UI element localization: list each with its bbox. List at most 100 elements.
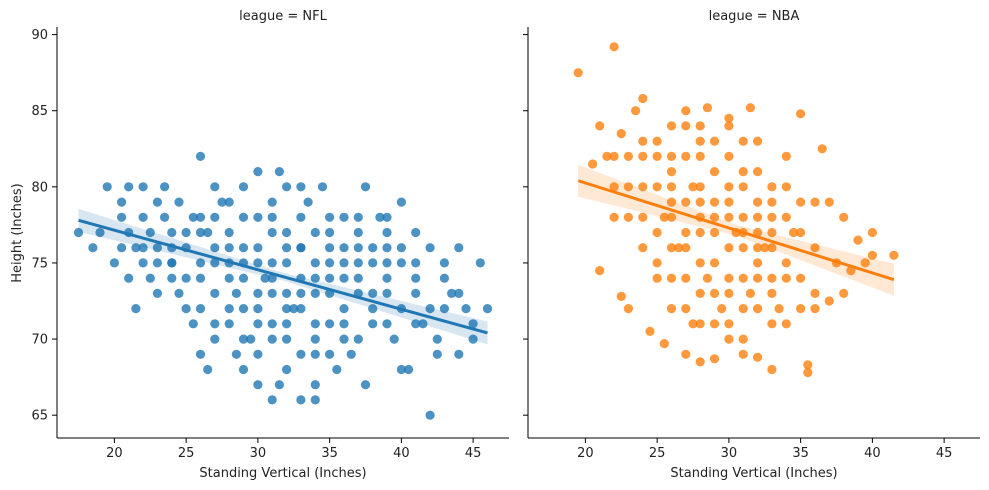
data-point xyxy=(666,273,677,283)
data-point xyxy=(296,288,306,298)
data-point xyxy=(325,243,335,253)
data-point xyxy=(681,273,691,283)
data-point xyxy=(688,182,698,192)
data-point xyxy=(454,288,464,298)
data-point xyxy=(339,243,349,253)
nfl-marks xyxy=(73,151,493,420)
data-point xyxy=(810,304,820,314)
data-point xyxy=(238,212,249,222)
data-point xyxy=(353,334,363,344)
data-point xyxy=(138,212,148,222)
data-point xyxy=(796,273,806,283)
data-point xyxy=(666,197,677,207)
x-tick-label: 25 xyxy=(649,446,666,461)
data-point xyxy=(717,304,727,314)
data-point xyxy=(181,304,191,314)
data-point xyxy=(88,243,98,253)
data-point xyxy=(609,182,619,192)
data-point xyxy=(382,243,392,253)
data-point xyxy=(781,212,791,222)
data-point xyxy=(709,227,720,238)
data-point xyxy=(796,227,806,238)
data-point xyxy=(695,151,705,161)
data-point xyxy=(253,258,263,268)
data-point xyxy=(631,106,641,116)
data-point xyxy=(325,349,335,359)
data-point xyxy=(167,227,177,238)
x-tick-label: 40 xyxy=(393,446,410,461)
data-point xyxy=(638,93,648,104)
data-point xyxy=(767,182,777,192)
data-point xyxy=(224,319,234,329)
data-point xyxy=(753,243,763,253)
data-point xyxy=(317,182,328,192)
data-point xyxy=(709,288,720,298)
x-tick-label: 20 xyxy=(577,446,594,461)
data-point xyxy=(468,319,478,329)
data-point xyxy=(396,364,406,375)
data-point xyxy=(411,288,421,298)
data-point xyxy=(788,227,799,238)
data-point xyxy=(425,243,435,253)
data-point xyxy=(638,182,648,192)
data-point xyxy=(253,304,263,314)
data-point xyxy=(767,319,777,329)
data-point xyxy=(325,212,335,222)
data-point xyxy=(382,227,392,238)
data-point xyxy=(724,288,734,298)
data-point xyxy=(368,304,378,314)
x-tick-label: 45 xyxy=(465,446,482,461)
data-point xyxy=(638,212,648,222)
nfl-panel: league = NFL 20 25 30 35 40 45 65 70 75 80 85 90 St… xyxy=(10,9,509,481)
data-point xyxy=(681,243,691,253)
data-point xyxy=(282,227,292,238)
y-tick-label: 70 xyxy=(31,333,48,348)
data-point xyxy=(231,288,241,298)
data-point xyxy=(274,380,284,390)
data-point xyxy=(645,326,655,336)
nba-marks xyxy=(573,42,899,378)
data-point xyxy=(325,273,335,283)
x-tick-label: 45 xyxy=(936,446,953,461)
data-point xyxy=(745,103,756,113)
data-point xyxy=(623,182,634,192)
data-point xyxy=(666,212,677,222)
data-point xyxy=(595,121,605,131)
data-point xyxy=(659,339,669,349)
data-point xyxy=(810,243,820,253)
data-point xyxy=(195,258,206,268)
data-point xyxy=(325,258,335,268)
data-point xyxy=(411,227,421,238)
data-point xyxy=(224,243,234,253)
nba-panel: league = NBA 20 25 30 35 40 45 Standing Verti… xyxy=(523,9,980,481)
data-point xyxy=(160,212,170,222)
data-point xyxy=(375,212,385,222)
data-point xyxy=(210,258,220,268)
data-point xyxy=(439,273,449,283)
data-point xyxy=(724,334,734,344)
data-point xyxy=(411,273,421,283)
data-point xyxy=(310,288,320,298)
data-point xyxy=(724,273,734,283)
data-point xyxy=(267,258,277,268)
data-point xyxy=(425,410,435,420)
data-point xyxy=(724,121,734,131)
data-point xyxy=(181,227,191,238)
data-point xyxy=(774,304,784,314)
data-point xyxy=(810,197,820,207)
data-point xyxy=(368,243,378,253)
data-point xyxy=(282,182,292,192)
data-point xyxy=(195,349,206,359)
data-point xyxy=(138,243,148,253)
data-point xyxy=(117,243,127,253)
data-point xyxy=(425,304,435,314)
data-point xyxy=(609,212,619,222)
data-point xyxy=(889,250,899,260)
data-point xyxy=(753,273,763,283)
data-point xyxy=(702,103,713,113)
x-tick-label: 20 xyxy=(106,446,123,461)
data-point xyxy=(310,380,320,390)
data-point xyxy=(289,304,299,314)
data-point xyxy=(781,258,791,268)
data-point xyxy=(681,106,691,116)
